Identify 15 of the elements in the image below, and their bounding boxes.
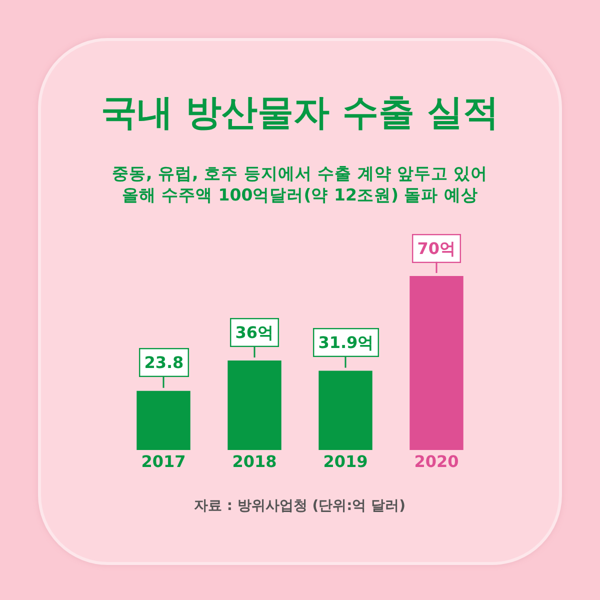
x-tick-label: 2017 [141, 452, 186, 471]
x-tick-label: 2020 [414, 452, 459, 471]
bar [136, 390, 190, 450]
data-label: 23.8 [144, 353, 184, 372]
bar [318, 370, 372, 450]
bar [410, 276, 464, 450]
chart-subtitle: 중동, 유럽, 호주 등지에서 수출 계약 앞두고 있어 올해 수주액 100억달러(약 12조원) 돌파 예상 [112, 164, 488, 204]
data-label: 70억 [417, 239, 456, 258]
data-label: 31.9억 [318, 333, 374, 352]
x-tick-label: 2019 [323, 452, 368, 471]
text: 자료 : 방위사업청 (단위:억 달러) [194, 498, 406, 514]
chart-title: 국내 방산물자 수출 실적 [101, 92, 499, 134]
data-label: 36억 [235, 323, 274, 342]
bar [228, 360, 282, 450]
x-tick-label: 2018 [232, 452, 277, 471]
